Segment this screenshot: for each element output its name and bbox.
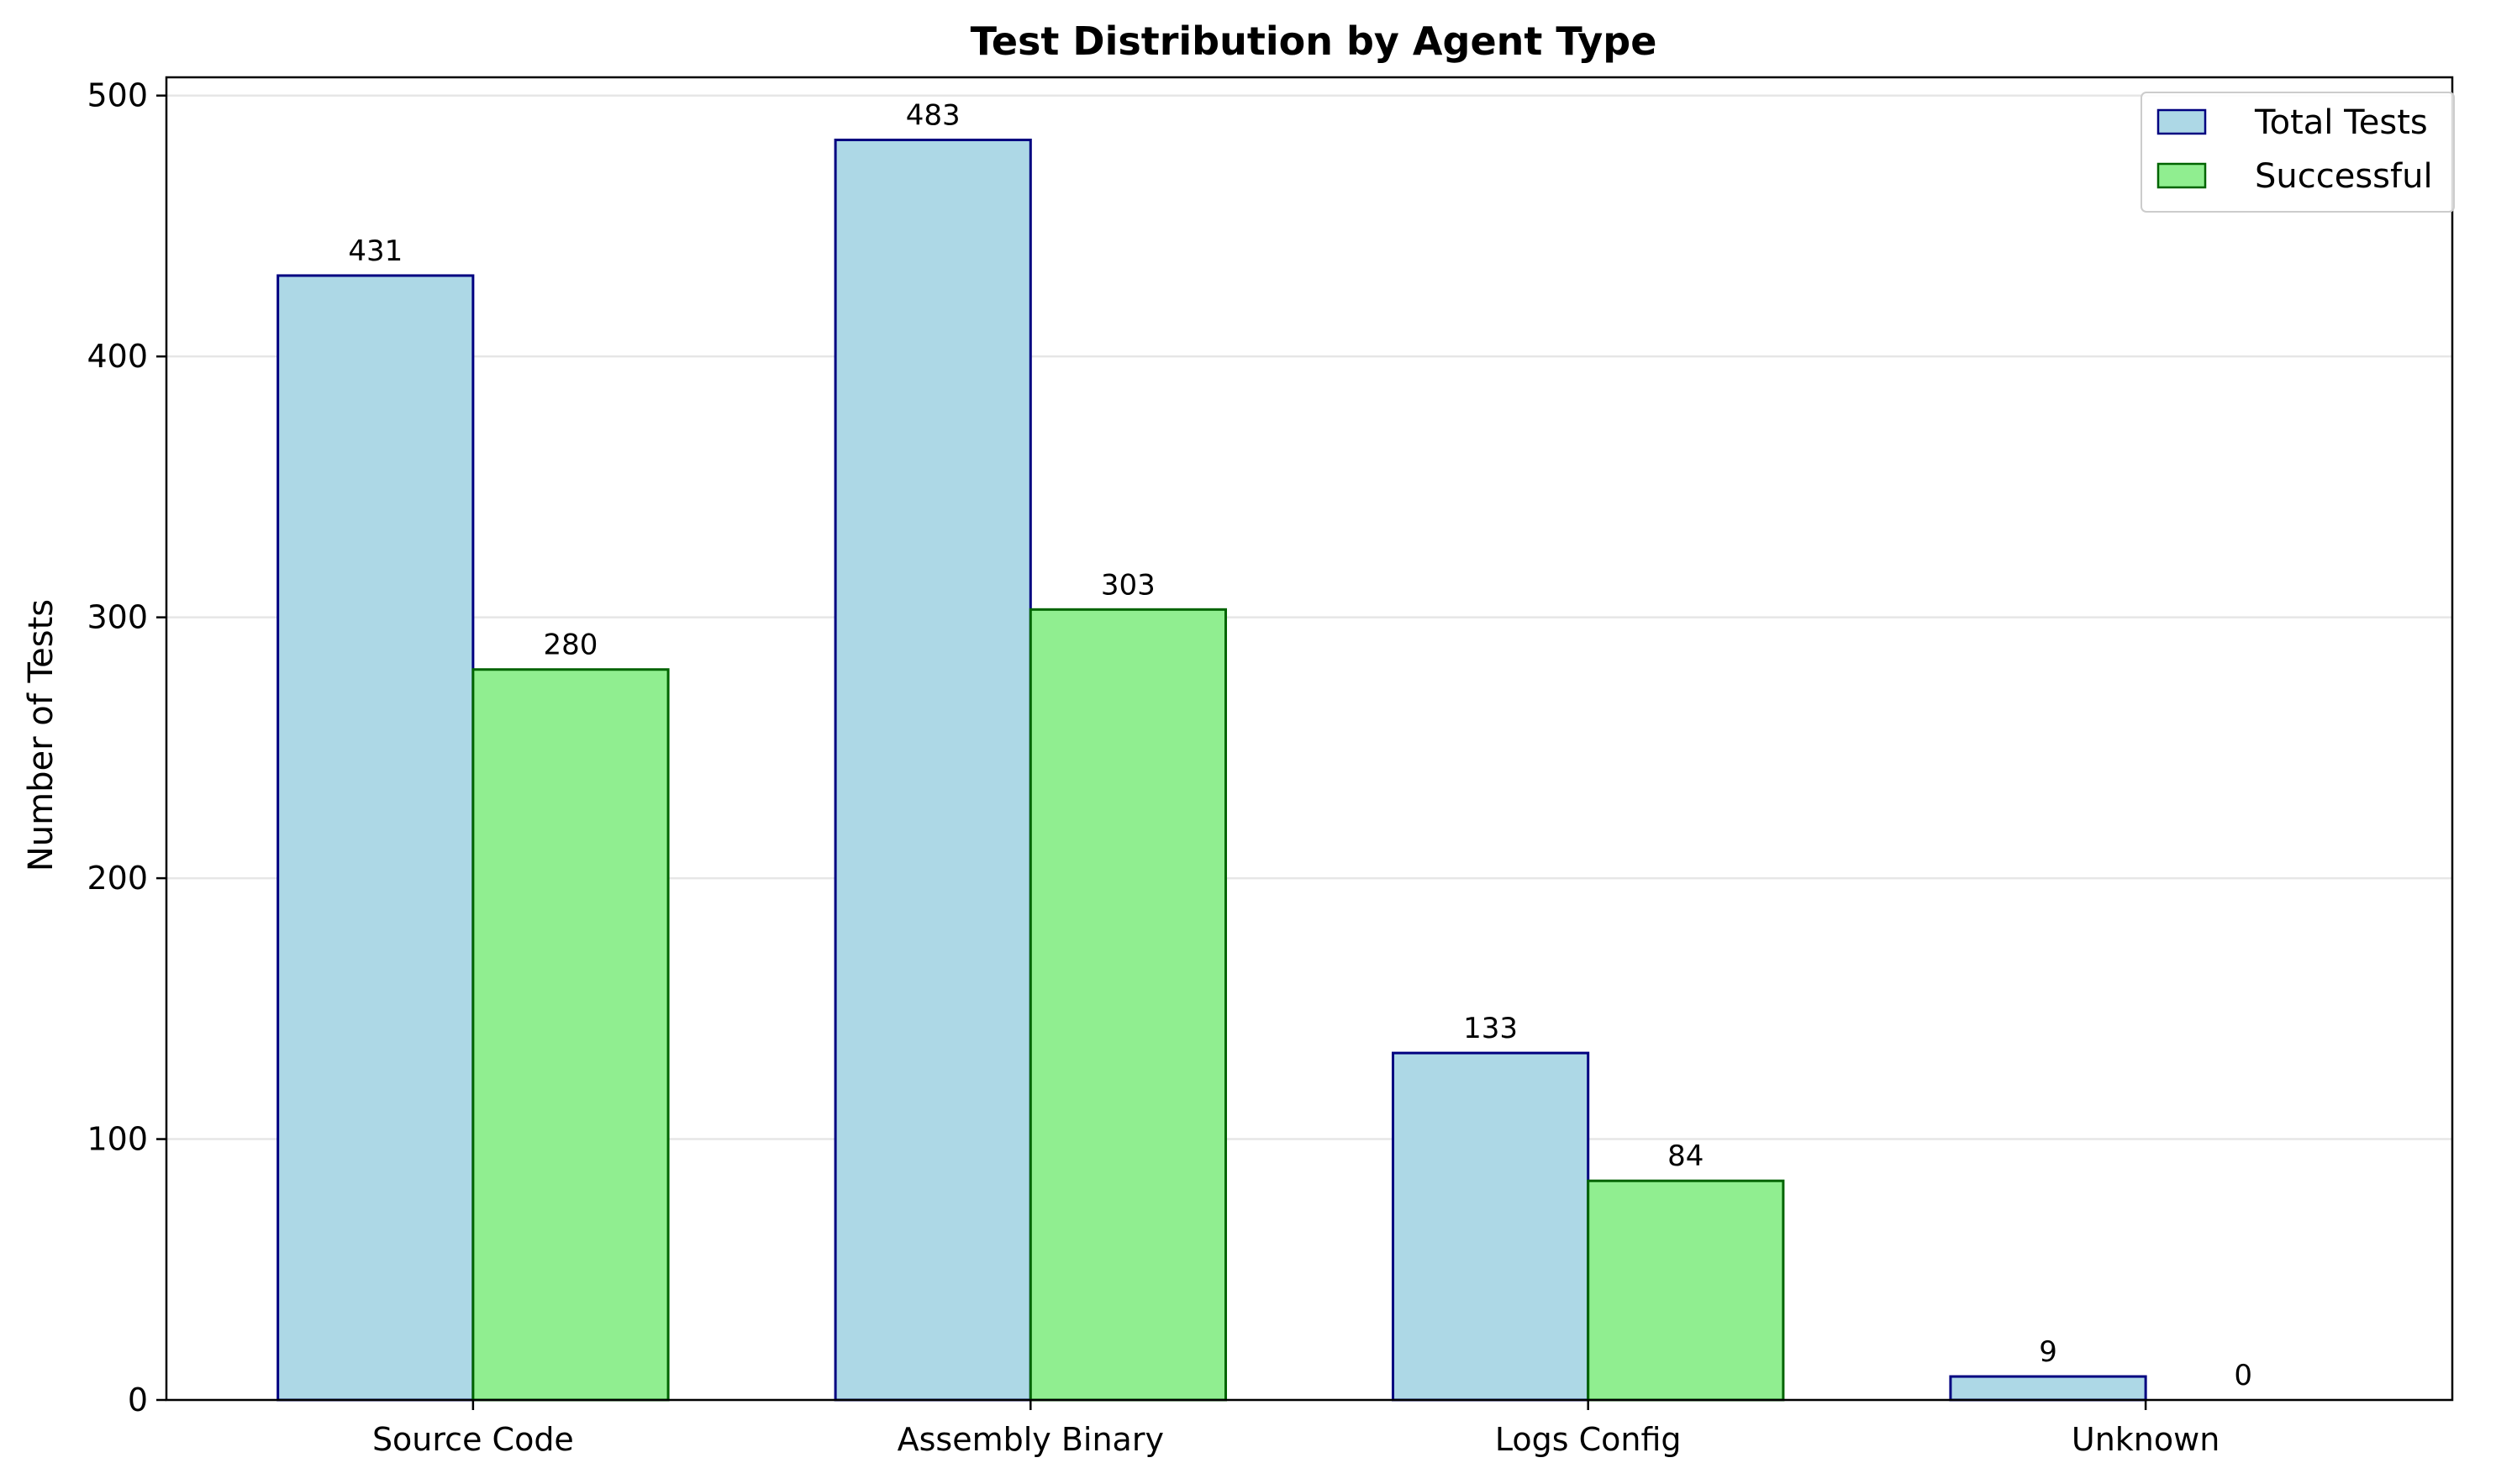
legend-box [2141, 92, 2455, 213]
legend-label-total-tests: Total Tests [2254, 103, 2428, 142]
y-axis-ticks: 0 100 200 300 400 500 [87, 77, 166, 1418]
chart-title: Test Distribution by Agent Type [971, 18, 1657, 64]
y-tick-label: 200 [87, 860, 148, 897]
plot-frame [165, 76, 2454, 1402]
bar-successful [1029, 608, 1227, 1402]
bar-total-tests [834, 139, 1032, 1402]
data-label: 84 [1667, 1139, 1703, 1173]
legend: Total Tests Successful [2141, 92, 2455, 213]
data-labels: 431 280 483 303 133 84 9 0 [348, 99, 2252, 1392]
legend-swatch-total-tests [2156, 108, 2207, 135]
y-tick-label: 500 [87, 77, 148, 114]
y-tick-label: 0 [128, 1381, 148, 1418]
x-tick-label: Assembly Binary [898, 1421, 1164, 1458]
data-label: 0 [2234, 1359, 2252, 1392]
bar-total-tests [1949, 1375, 2147, 1402]
y-tick-label: 400 [87, 338, 148, 375]
data-label: 483 [906, 99, 961, 133]
data-label: 133 [1463, 1012, 1518, 1045]
bar-total-tests [276, 274, 475, 1402]
x-tick-label: Source Code [372, 1421, 574, 1458]
data-label: 303 [1101, 568, 1156, 602]
y-axis-label: Number of Tests [22, 599, 61, 871]
x-tick-label: Unknown [2072, 1421, 2220, 1458]
bar-total-tests [1392, 1051, 1590, 1402]
data-label: 9 [2039, 1335, 2057, 1369]
data-label: 280 [544, 629, 598, 662]
x-tick-label: Logs Config [1495, 1421, 1682, 1458]
y-tick-label: 300 [87, 599, 148, 636]
data-label: 431 [348, 234, 403, 268]
bar-successful [1587, 1179, 1785, 1402]
legend-label-successful: Successful [2255, 157, 2433, 196]
x-axis-ticks: Source Code Assembly Binary Logs Config Unk… [372, 1400, 2220, 1458]
legend-swatch-successful [2156, 162, 2207, 189]
bar-successful [471, 668, 670, 1402]
bars [276, 139, 2147, 1402]
y-tick-label: 100 [87, 1121, 148, 1158]
